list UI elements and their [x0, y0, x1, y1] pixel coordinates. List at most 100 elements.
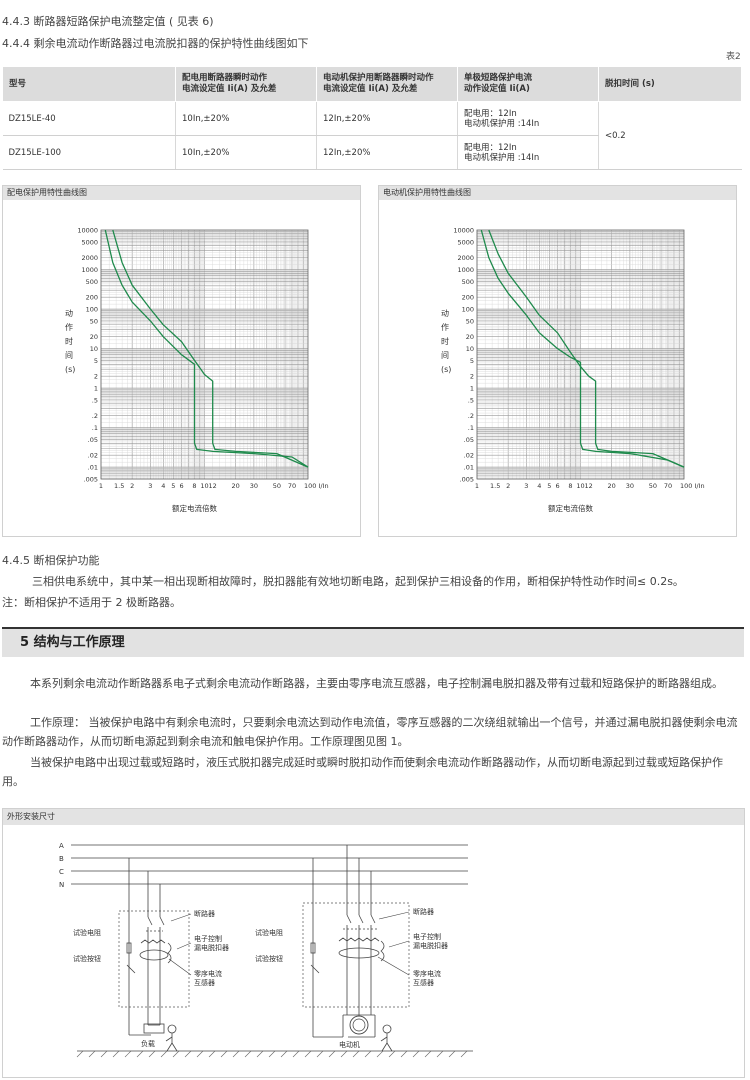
y-tick-label: .05 — [88, 436, 98, 444]
chart-title: 配电保护用特性曲线图 — [3, 186, 360, 200]
y-tick-label: 5 — [94, 357, 98, 365]
x-tick-label: 50 — [649, 482, 657, 490]
y-tick-label: 100 — [86, 306, 98, 314]
y-tick-label: 1 — [470, 385, 474, 393]
phase-body: 三相供电系统中，其中某一相出现断相故障时，脱扣器能有效地切断电路，起到保护三相设… — [32, 575, 684, 588]
left-breaker-label: 断路器 — [194, 909, 215, 918]
x-tick-label: 20 — [608, 482, 616, 490]
x-tick-label: 2 — [506, 482, 510, 490]
left-test-resistor-label: 试验电阻 — [73, 928, 101, 937]
load-label: 负载 — [141, 1039, 155, 1048]
table-row: DZ15LE-100 10In,±20% 12In,±20% 配电用：12In … — [2, 135, 742, 170]
left-ctrl-label-1: 电子控制 — [194, 934, 222, 943]
spec-table: 型号 配电用断路器瞬时动作 电流设定值 Ii(A) 及允差 电动机保护用断路器瞬… — [2, 66, 742, 170]
y-tick-label: 200 — [86, 294, 98, 302]
series-line-2 — [112, 229, 309, 468]
bus-label-a: A — [59, 842, 64, 850]
y-tick-label: .1 — [92, 424, 98, 432]
cell-distribution: 10In,±20% — [175, 101, 317, 136]
y-tick-label: .02 — [88, 452, 98, 460]
wiring-diagram: A B C N — [59, 842, 473, 1058]
col-header-distribution: 配电用断路器瞬时动作 电流设定值 Ii(A) 及允差 — [175, 66, 317, 102]
y-tick-label: 2 — [470, 373, 474, 381]
y-tick-label: 5000 — [81, 238, 98, 246]
x-tick-label: 70 — [288, 482, 296, 490]
distribution-curve-panel: 配电保护用特性曲线图 10000 5000 2000 1000 500 200 100 50 2… — [2, 185, 361, 537]
y-tick-label: 1000 — [457, 266, 474, 274]
right-ctrl-label-2: 漏电脱扣器 — [413, 941, 448, 950]
x-tick-label: 12 — [585, 482, 593, 490]
x-tick-label: 6 — [179, 482, 183, 490]
left-ctrl-label-2: 漏电脱扣器 — [194, 943, 229, 952]
x-tick-label: 10 — [576, 482, 584, 490]
y-tick-label: 100 — [462, 306, 474, 314]
x-tick-label: 10 — [200, 482, 208, 490]
y-tick-label: .5 — [92, 396, 98, 404]
col-header-trip-time: 脱扣时间 (s) — [598, 66, 742, 102]
bus-label-c: C — [59, 868, 64, 876]
x-tick-label: 30 — [250, 482, 258, 490]
y-tick-label: .005 — [460, 476, 474, 484]
right-test-resistor-label: 试验电阻 — [255, 928, 283, 937]
x-tick-label: 100 I/In — [304, 482, 329, 490]
x-tick-label: 5 — [547, 482, 551, 490]
x-tick-label: 6 — [555, 482, 559, 490]
clause-4-4-4: 4.4.4 剩余电流动作断路器过电流脱扣器的保护特性曲线图如下 — [2, 37, 309, 50]
x-tick-label: 70 — [664, 482, 672, 490]
left-ct-label-2: 互感器 — [194, 978, 215, 987]
table-row: DZ15LE-40 10In,±20% 12In,±20% 配电用：12In 电… — [2, 101, 742, 170]
x-tick-label: 100 I/In — [680, 482, 705, 490]
y-tick-label: .01 — [88, 464, 98, 472]
y-tick-label: 10000 — [453, 227, 474, 235]
y-tick-label: 20 — [466, 333, 474, 341]
x-tick-label: 50 — [273, 482, 281, 490]
y-tick-label: 200 — [462, 294, 474, 302]
x-tick-label: 1.5 — [114, 482, 124, 490]
y-tick-label: 2 — [94, 373, 98, 381]
x-tick-label: 30 — [626, 482, 634, 490]
right-breaker-label: 断路器 — [413, 907, 434, 916]
diagram-title: 外形安装尺寸 — [3, 809, 744, 825]
y-tick-label: 50 — [466, 317, 474, 325]
cell-single-pole: 配电用：12In 电动机保护用 :14In — [457, 101, 599, 136]
y-tick-label: 1 — [94, 385, 98, 393]
y-tick-label: .2 — [92, 412, 98, 420]
bus-label-n: N — [59, 881, 64, 889]
y-tick-label: 10 — [90, 345, 98, 353]
cell-model: DZ15LE-100 — [2, 135, 176, 170]
cell-single-pole: 配电用：12In 电动机保护用 :14In — [457, 135, 599, 170]
col-header-single-pole: 单极短路保护电流 动作设定值 Ii(A) — [457, 66, 599, 102]
section-5-para-1: 本系列剩余电流动作断路器系电子式剩余电流动作断路器，主要由零序电流互感器，电子控… — [30, 677, 723, 690]
clause-4-4-5: 4.4.5 断相保护功能 — [2, 554, 100, 567]
y-tick-label: 500 — [86, 278, 98, 286]
y-tick-label: 50 — [90, 317, 98, 325]
cell-trip-time: <0.2 — [598, 101, 742, 170]
y-tick-label: .05 — [464, 436, 474, 444]
clause-4-4-3: 4.4.3 断路器短路保护电流整定值 ( 见表 6) — [2, 15, 214, 28]
right-circuit — [302, 845, 410, 1052]
distribution-curve-chart: 10000500020001000500200100502010521.5.2.… — [65, 227, 329, 514]
y-tick-label: 5000 — [457, 238, 474, 246]
y-tick-label: 2000 — [457, 254, 474, 262]
x-tick-label: 8 — [568, 482, 572, 490]
right-ctrl-label-1: 电子控制 — [413, 932, 441, 941]
left-circuit — [118, 858, 192, 1052]
left-test-button-label: 试验按钮 — [73, 954, 101, 963]
x-tick-label: 1.5 — [490, 482, 500, 490]
y-tick-label: .02 — [464, 452, 474, 460]
cell-model: DZ15LE-40 — [2, 101, 176, 136]
x-tick-label: 4 — [161, 482, 165, 490]
x-tick-label: 1 — [99, 482, 103, 490]
y-tick-label: .2 — [468, 412, 474, 420]
y-tick-label: 1000 — [81, 266, 98, 274]
right-test-button-label: 试验按钮 — [255, 954, 283, 963]
y-tick-label: 500 — [462, 278, 474, 286]
y-tick-label: 5 — [470, 357, 474, 365]
phase-note: 注：断相保护不适用于 2 极断路器。 — [2, 596, 181, 609]
x-tick-label: 8 — [192, 482, 196, 490]
wiring-diagram-panel: 外形安装尺寸 A B C N — [2, 808, 745, 1078]
col-header-motor: 电动机保护用断路器瞬时动作 电流设定值 Ii(A) 及允差 — [316, 66, 458, 102]
y-tick-label: 10000 — [77, 227, 98, 235]
cell-motor: 12In,±20% — [316, 101, 458, 136]
cell-motor: 12In,±20% — [316, 135, 458, 170]
